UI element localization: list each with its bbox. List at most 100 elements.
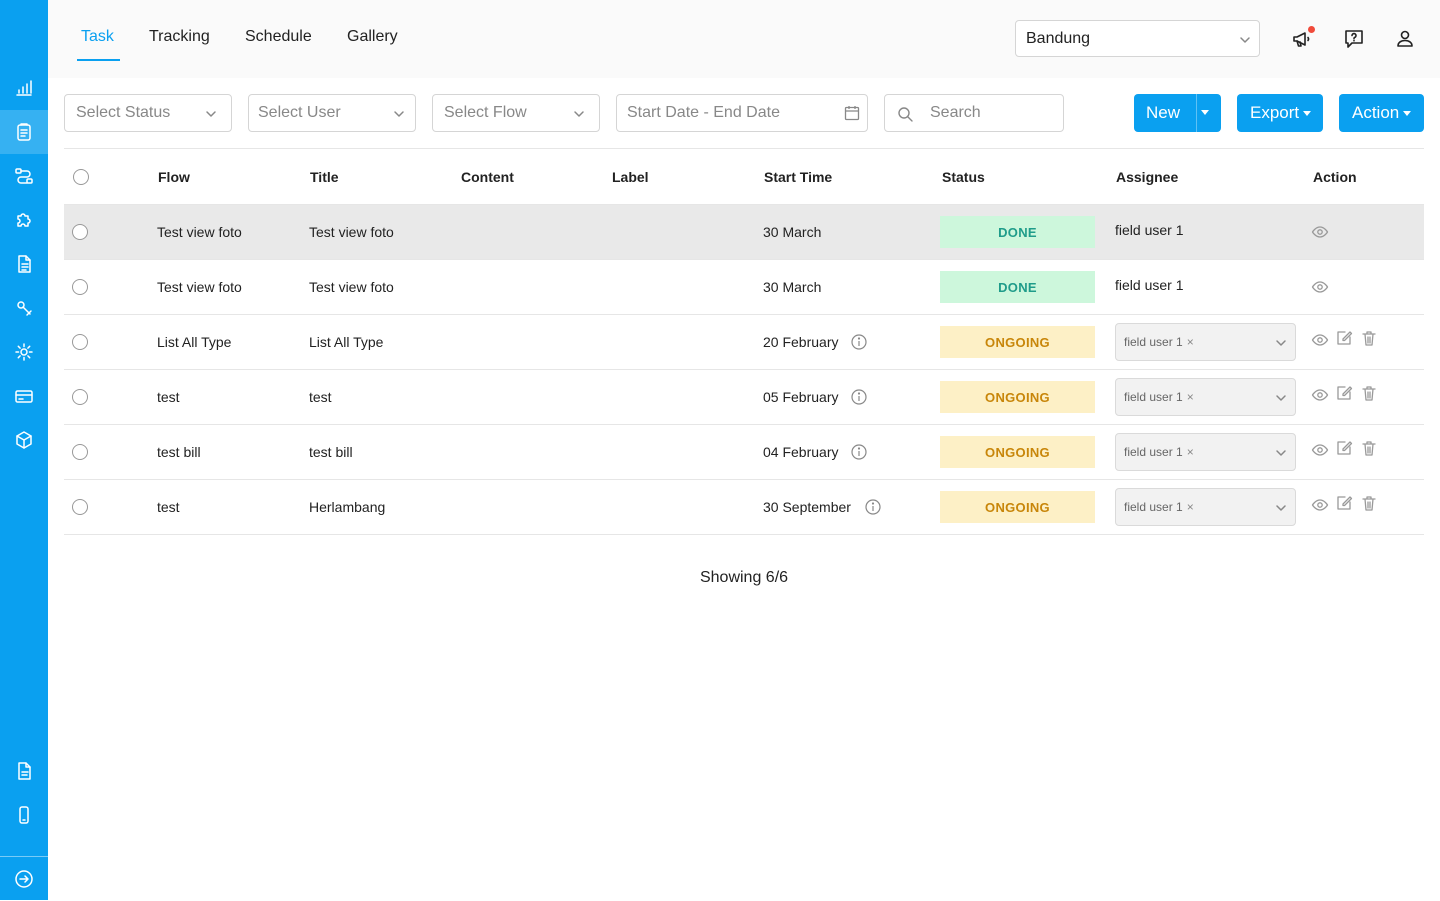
cell-flow: test bill [157, 444, 201, 460]
sidebar-item-inventory[interactable] [0, 418, 48, 462]
trash-icon[interactable] [1360, 329, 1378, 347]
announcements-button[interactable] [1289, 26, 1315, 52]
row-checkbox[interactable] [72, 334, 88, 350]
column-header-assignee[interactable]: Assignee [1116, 169, 1179, 185]
table-header: Flow Title Content Label Start Time Stat… [64, 149, 1424, 205]
edit-icon[interactable] [1335, 329, 1353, 347]
eye-icon[interactable] [1311, 278, 1329, 296]
sidebar-item-integrations[interactable] [0, 198, 48, 242]
new-dropdown-caret-icon[interactable] [1201, 110, 1209, 115]
sidebar-item-mobile[interactable] [0, 793, 48, 837]
column-header-status[interactable]: Status [942, 169, 985, 185]
new-button[interactable]: New [1146, 103, 1181, 122]
eye-icon[interactable] [1311, 386, 1329, 404]
sidebar-item-flow[interactable] [0, 154, 48, 198]
status-badge: DONE [940, 216, 1095, 248]
sidebar-item-analytics[interactable] [0, 66, 48, 110]
column-header-start-time[interactable]: Start Time [764, 169, 833, 185]
cell-assignee: field user 1 [1115, 222, 1184, 238]
sidebar-item-documents[interactable] [0, 242, 48, 286]
status-badge: ONGOING [940, 491, 1095, 523]
eye-icon[interactable] [1311, 496, 1329, 514]
eye-icon[interactable] [1311, 441, 1329, 459]
trash-icon[interactable] [1360, 439, 1378, 457]
table-row[interactable]: Test view foto Test view foto 30 March DONE… [64, 205, 1424, 260]
remove-tag-icon[interactable]: × [1186, 445, 1194, 459]
table-row[interactable]: Test view foto Test view foto 30 March DONE… [64, 260, 1424, 315]
column-header-label[interactable]: Label [612, 169, 649, 185]
column-header-flow[interactable]: Flow [158, 169, 190, 185]
trash-icon[interactable] [1360, 494, 1378, 512]
status-filter[interactable]: Select Status [64, 94, 232, 132]
active-tab-indicator [77, 59, 120, 61]
megaphone-icon [1293, 32, 1310, 47]
table-row[interactable]: test test 05 February ONGOING field user 1 × [64, 370, 1424, 425]
assignee-select[interactable]: field user 1 × [1115, 488, 1296, 526]
gear-icon [15, 343, 33, 361]
chevron-down-icon [1240, 37, 1250, 43]
status-badge: ONGOING [940, 436, 1095, 468]
assignee-select[interactable]: field user 1 × [1115, 378, 1296, 416]
trash-icon[interactable] [1360, 384, 1378, 402]
table-row[interactable]: List All Type List All Type 20 February ONG… [64, 315, 1424, 370]
remove-tag-icon[interactable]: × [1186, 390, 1194, 404]
row-checkbox[interactable] [72, 499, 88, 515]
eye-icon[interactable] [1311, 331, 1329, 349]
assignee-select[interactable]: field user 1 × [1115, 433, 1296, 471]
action-button[interactable]: Action [1339, 94, 1424, 132]
edit-icon[interactable] [1335, 439, 1353, 457]
edit-icon[interactable] [1335, 494, 1353, 512]
assignee-tag: field user 1 [1124, 335, 1183, 349]
search-input[interactable]: Search [884, 94, 1064, 132]
column-header-content[interactable]: Content [461, 169, 514, 185]
date-range-picker[interactable]: Start Date - End Date [616, 94, 868, 132]
tab-gallery[interactable]: Gallery [347, 28, 398, 45]
profile-button[interactable] [1392, 26, 1418, 52]
status-filter-placeholder: Select Status [76, 104, 171, 121]
cell-start-time: 30 March [763, 224, 822, 240]
row-checkbox[interactable] [72, 389, 88, 405]
cell-start-time: 30 September [763, 499, 851, 515]
assignee-tag: field user 1 [1124, 390, 1183, 404]
user-filter[interactable]: Select User [248, 94, 416, 132]
tab-schedule[interactable]: Schedule [245, 28, 312, 45]
new-button-divider [1196, 94, 1197, 132]
edit-icon[interactable] [1335, 384, 1353, 402]
sidebar-item-task[interactable] [0, 110, 48, 154]
location-select[interactable]: Bandung [1015, 20, 1260, 57]
cell-title: Herlambang [309, 499, 386, 515]
cell-title: test [309, 389, 332, 405]
assignee-select[interactable]: field user 1 × [1115, 323, 1296, 361]
user-icon [1397, 30, 1413, 47]
export-button[interactable]: Export [1237, 94, 1323, 132]
sidebar-item-settings[interactable] [0, 330, 48, 374]
tab-task[interactable]: Task [81, 28, 114, 45]
flow-filter[interactable]: Select Flow [432, 94, 600, 132]
table-row[interactable]: test bill test bill 04 February ONGOING fiel… [64, 425, 1424, 480]
table-body: Test view foto Test view foto 30 March DONE… [64, 205, 1424, 535]
column-header-title[interactable]: Title [310, 169, 339, 185]
info-icon[interactable] [865, 499, 881, 515]
help-button[interactable] [1341, 26, 1367, 52]
sidebar-item-billing[interactable] [0, 374, 48, 418]
tab-tracking[interactable]: Tracking [149, 28, 210, 45]
info-icon[interactable] [851, 334, 867, 350]
chart-icon [16, 80, 32, 96]
row-checkbox[interactable] [72, 224, 88, 240]
row-checkbox[interactable] [72, 444, 88, 460]
sidebar-item-reports[interactable] [0, 749, 48, 793]
table-row[interactable]: test Herlambang 30 September ONGOING field u… [64, 480, 1424, 535]
eye-icon[interactable] [1311, 223, 1329, 241]
remove-tag-icon[interactable]: × [1186, 335, 1194, 349]
cell-title: Test view foto [309, 224, 394, 240]
assignee-tag: field user 1 [1124, 445, 1183, 459]
select-all-checkbox[interactable] [73, 169, 89, 185]
info-icon[interactable] [851, 444, 867, 460]
sidebar-item-tools[interactable] [0, 286, 48, 330]
caret-down-icon [1303, 110, 1312, 116]
row-checkbox[interactable] [72, 279, 88, 295]
remove-tag-icon[interactable]: × [1186, 500, 1194, 514]
sidebar-item-logout[interactable] [0, 857, 48, 901]
info-icon[interactable] [851, 389, 867, 405]
sidebar-divider [0, 856, 48, 857]
